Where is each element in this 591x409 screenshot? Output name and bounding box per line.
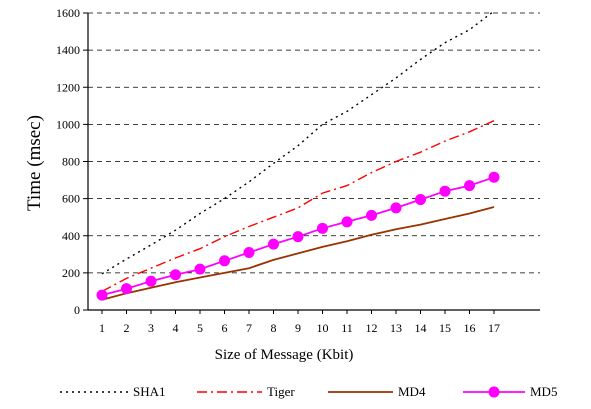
y-tick-labels: 0 200 400 600 800 1000 1200 1400 1600	[56, 6, 88, 317]
x-tick-label-15: 15	[439, 321, 451, 335]
point-md5-10	[317, 222, 328, 234]
legend-item-tiger: Tiger	[197, 384, 295, 399]
x-tick-label-11: 11	[341, 321, 353, 335]
point-md5-4	[170, 269, 181, 281]
legend: SHA1 Tiger MD4 MD5	[60, 384, 557, 399]
legend-label-md5: MD5	[530, 384, 557, 399]
y-tick-label-1200: 1200	[56, 80, 80, 94]
x-tick-label-1: 1	[99, 321, 105, 335]
x-tick-label-14: 14	[415, 321, 427, 335]
y-tick-label-800: 800	[62, 155, 80, 169]
point-md5-2	[121, 283, 132, 295]
y-tick-label-0: 0	[74, 303, 80, 317]
point-md5-15	[439, 185, 451, 197]
series-md5	[96, 171, 500, 301]
point-md5-3	[145, 275, 157, 287]
point-md5-11	[341, 216, 353, 228]
x-tick-label-2: 2	[124, 321, 130, 335]
x-tick-label-10: 10	[317, 321, 329, 335]
x-tick-label-3: 3	[148, 321, 154, 335]
y-tick-label-1600: 1600	[56, 6, 80, 20]
legend-item-sha1: SHA1	[60, 384, 166, 399]
y-tick-label-200: 200	[62, 266, 80, 280]
x-tick-label-7: 7	[246, 321, 252, 335]
legend-label-sha1: SHA1	[133, 384, 166, 399]
point-md5-9	[292, 231, 304, 243]
x-tick-label-16: 16	[464, 321, 476, 335]
point-md5-16	[464, 180, 475, 192]
x-tick-label-5: 5	[197, 321, 203, 335]
x-tick-labels: 1 2 3 4 5 6 7 8 9 10 11 12 13 14 15 16 17	[99, 310, 500, 335]
x-tick-label-8: 8	[271, 321, 277, 335]
y-axis-title: Time (msec)	[24, 115, 45, 211]
x-tick-label-13: 13	[390, 321, 402, 335]
point-md5-6	[219, 255, 230, 267]
point-md5-8	[268, 238, 279, 250]
point-md5-14	[415, 194, 426, 206]
y-tick-label-400: 400	[62, 229, 80, 243]
y-tick-label-1400: 1400	[56, 43, 80, 57]
legend-label-md4: MD4	[398, 384, 426, 399]
y-tick-label-600: 600	[62, 192, 80, 206]
series-lines	[96, 10, 500, 301]
gridlines	[88, 12, 540, 274]
series-line-md4	[101, 206, 495, 301]
point-md5-7	[243, 246, 255, 258]
x-tick-label-4: 4	[173, 321, 179, 335]
legend-item-md5: MD5	[463, 384, 557, 399]
point-md5-13	[390, 202, 402, 214]
series-line-sha1	[101, 10, 495, 275]
legend-marker-md5	[488, 386, 500, 398]
series-md4	[101, 206, 495, 301]
series-sha1	[101, 10, 495, 275]
point-md5-1	[96, 289, 108, 301]
legend-item-md4: MD4	[328, 384, 426, 399]
x-tick-label-9: 9	[295, 321, 301, 335]
point-md5-17	[488, 171, 500, 183]
x-tick-label-6: 6	[222, 321, 228, 335]
x-tick-label-12: 12	[366, 321, 378, 335]
x-tick-label-17: 17	[488, 321, 500, 335]
legend-label-tiger: Tiger	[267, 384, 295, 399]
x-axis-title: Size of Message (Kbit)	[215, 347, 354, 363]
point-md5-5	[194, 263, 206, 275]
y-tick-label-1000: 1000	[56, 117, 80, 131]
point-md5-12	[366, 209, 377, 221]
